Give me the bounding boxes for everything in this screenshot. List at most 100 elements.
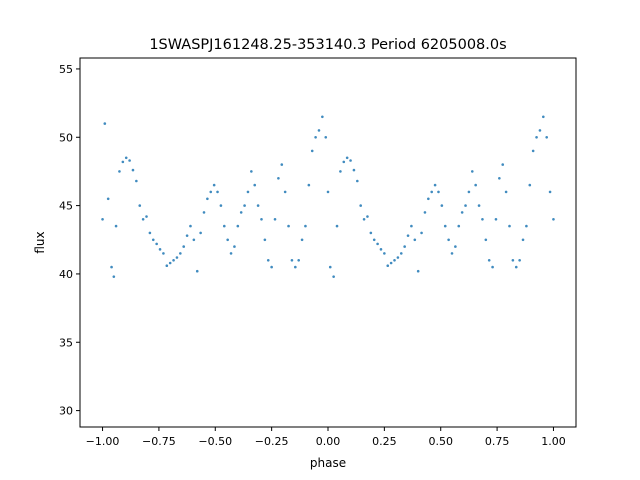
data-point [552, 217, 555, 221]
data-point [427, 197, 430, 201]
data-point [521, 238, 525, 242]
data-point [185, 234, 189, 237]
data-point [324, 135, 328, 139]
data-point [112, 275, 116, 278]
data-point [525, 224, 528, 228]
data-point [172, 258, 175, 262]
x-axis-ticks: −1.00 −0.75 −0.50 −0.25 0.00 0.25 0.50 0.75 1.00 [86, 427, 566, 448]
data-point [457, 224, 461, 228]
data-point [307, 183, 311, 187]
data-point [192, 238, 196, 242]
x-tick-label: 0.50 [428, 435, 453, 448]
data-point [443, 224, 447, 228]
data-point [403, 245, 406, 248]
data-point [287, 224, 290, 228]
data-point [332, 275, 335, 278]
data-point [189, 224, 192, 228]
data-point [342, 160, 346, 164]
data-point [474, 183, 477, 187]
data-point [321, 115, 324, 119]
data-point [233, 245, 236, 248]
data-point [362, 217, 366, 221]
data-point [216, 190, 219, 194]
data-point [460, 211, 464, 214]
y-tick-label: 30 [59, 405, 73, 418]
data-point [501, 163, 505, 166]
data-point [548, 190, 552, 194]
data-point [430, 190, 434, 194]
data-point [106, 197, 110, 201]
data-point [356, 179, 359, 183]
data-point [300, 238, 304, 242]
data-point [280, 163, 284, 166]
data-point [386, 264, 390, 268]
y-axis-label: flux [33, 231, 47, 253]
data-point [101, 217, 104, 221]
data-point [498, 176, 501, 180]
y-tick-label: 35 [59, 336, 73, 349]
chart-title: 1SWASPJ161248.25-353140.3 Period 6205008… [149, 37, 506, 53]
data-point [423, 211, 427, 214]
data-point [148, 231, 152, 235]
data-point [277, 176, 280, 180]
data-point [494, 217, 498, 221]
data-point [226, 238, 229, 242]
data-point [128, 159, 131, 162]
data-point [158, 248, 162, 251]
data-point [135, 179, 138, 183]
data-point [383, 252, 386, 255]
data-point [359, 204, 362, 207]
data-point [114, 224, 118, 228]
data-point [406, 234, 410, 237]
data-point [165, 264, 169, 268]
data-point [256, 204, 260, 207]
data-point [253, 183, 257, 187]
data-point [345, 156, 349, 160]
data-point [239, 211, 243, 214]
data-point [379, 248, 383, 251]
data-point [209, 190, 213, 194]
data-point [369, 231, 373, 235]
data-point [508, 224, 511, 228]
data-point [283, 190, 287, 194]
data-point [304, 224, 307, 228]
x-tick-label: 0.00 [316, 435, 341, 448]
data-point [518, 258, 521, 262]
data-point [389, 261, 393, 265]
x-tick-label: 0.25 [372, 435, 397, 448]
data-point [317, 129, 321, 132]
data-point [420, 231, 423, 235]
data-point [399, 252, 403, 255]
data-point [511, 258, 515, 262]
data-point [202, 211, 206, 214]
data-point [410, 224, 413, 228]
data-point [310, 149, 314, 153]
data-point [270, 265, 273, 269]
data-point [260, 217, 263, 221]
data-point [504, 190, 508, 194]
data-point [314, 135, 317, 139]
data-point [339, 170, 342, 173]
data-point [433, 183, 437, 187]
y-tick-label: 40 [59, 268, 73, 281]
data-point [195, 269, 199, 273]
data-point [246, 190, 250, 194]
data-point [396, 256, 400, 259]
data-point [413, 238, 417, 242]
data-point [454, 245, 457, 248]
y-tick-label: 50 [59, 131, 73, 144]
data-point [206, 197, 209, 201]
data-point [229, 252, 233, 255]
data-point [290, 258, 294, 262]
data-point [416, 269, 420, 273]
data-point [168, 261, 172, 265]
data-point [545, 135, 548, 139]
data-point [179, 252, 182, 255]
data-point [531, 149, 535, 153]
x-tick-label: −1.00 [86, 435, 120, 448]
data-point [352, 168, 356, 172]
data-point [219, 204, 223, 207]
data-point [484, 238, 488, 242]
